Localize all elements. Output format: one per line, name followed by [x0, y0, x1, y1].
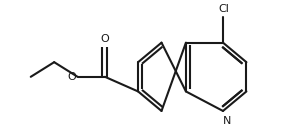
Text: Cl: Cl	[218, 4, 229, 14]
Text: N: N	[223, 116, 231, 126]
Text: O: O	[101, 34, 109, 44]
Text: O: O	[68, 72, 77, 82]
